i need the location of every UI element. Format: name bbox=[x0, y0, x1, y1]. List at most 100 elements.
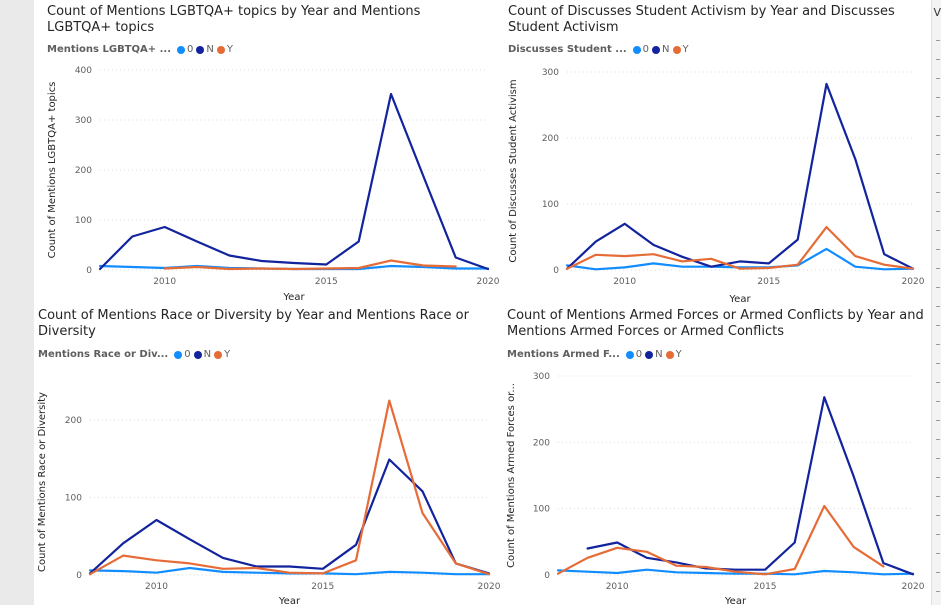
x-tick-label: 2015 bbox=[315, 277, 338, 287]
line-chart: 0 100 200 300 400 2010 2015 2020 Year Count of Me… bbox=[47, 66, 500, 303]
legend: Mentions Armed F... 0 N Y bbox=[507, 349, 685, 360]
strip-tick bbox=[936, 306, 940, 307]
legend: Mentions LGBTQA+ ... 0 N Y bbox=[47, 44, 236, 55]
series-line-Y[interactable] bbox=[565, 226, 915, 270]
report-canvas bbox=[34, 0, 931, 605]
legend-marker-0 bbox=[174, 350, 183, 359]
legend-marker-0 bbox=[632, 45, 641, 54]
legend-label-N: N bbox=[662, 44, 670, 55]
series-line-N[interactable] bbox=[88, 458, 491, 575]
y-tick-label: 100 bbox=[65, 494, 82, 504]
series-line-N[interactable] bbox=[565, 82, 915, 270]
series-line-Y[interactable] bbox=[556, 504, 885, 576]
chart-title: Count of Mentions LGBTQA+ topics by Year… bbox=[47, 4, 421, 35]
legend-marker-N bbox=[193, 350, 202, 359]
legend-item-N[interactable]: N bbox=[652, 44, 670, 55]
legend-item-Y[interactable]: Y bbox=[672, 44, 689, 55]
legend-marker-N bbox=[196, 45, 205, 54]
y-axis-title: Count of Mentions Race or Diversity bbox=[37, 392, 48, 572]
y-axis-title: Count of Mentions Armed Forces or... bbox=[506, 383, 517, 568]
series-line-Y[interactable] bbox=[88, 399, 491, 576]
strip-tick bbox=[936, 325, 940, 326]
legend-label-Y: Y bbox=[675, 349, 682, 360]
legend-title: Discusses Student ... bbox=[508, 44, 627, 55]
x-axis-title: Year bbox=[278, 596, 301, 605]
legend-label-0: 0 bbox=[635, 349, 643, 360]
legend-marker-N bbox=[645, 350, 654, 359]
legend: Discusses Student ... 0 N Y bbox=[508, 44, 692, 55]
y-tick-label: 200 bbox=[75, 166, 92, 176]
y-axis-title: Count of Mentions LGBTQA+ topics bbox=[47, 82, 58, 259]
visual-student-activism-chart[interactable]: Count of Discusses Student Activism by Y… bbox=[501, 0, 926, 305]
legend-marker-Y bbox=[216, 45, 225, 54]
legend-label-N: N bbox=[655, 349, 663, 360]
series-line-N[interactable] bbox=[98, 92, 490, 271]
strip-tick bbox=[936, 97, 940, 98]
y-tick-label: 300 bbox=[542, 68, 559, 78]
legend-item-N[interactable]: N bbox=[193, 349, 211, 360]
legend-title: Mentions Armed F... bbox=[507, 349, 620, 360]
strip-tick bbox=[936, 249, 940, 250]
strip-tick bbox=[936, 211, 940, 212]
series-line-0[interactable] bbox=[556, 568, 915, 576]
strip-tick bbox=[936, 287, 940, 288]
legend-label-N: N bbox=[206, 44, 214, 55]
legend-item-Y[interactable]: Y bbox=[214, 349, 230, 360]
legend-label-0: 0 bbox=[184, 349, 191, 360]
legend-item-0[interactable]: 0 bbox=[177, 44, 193, 55]
x-tick-label: 2010 bbox=[606, 582, 629, 592]
x-tick-label: 2015 bbox=[754, 582, 777, 592]
strip-tick bbox=[936, 401, 940, 402]
legend-item-Y[interactable]: Y bbox=[665, 349, 682, 360]
visual-armed-forces-chart[interactable]: Count of Mentions Armed Forces or Armed … bbox=[501, 305, 926, 605]
legend-title: Mentions Race or Div... bbox=[38, 349, 169, 360]
x-tick-label: 2015 bbox=[311, 582, 334, 592]
strip-tick bbox=[936, 78, 940, 79]
chart-title: Count of Mentions Armed Forces or Armed … bbox=[507, 308, 924, 339]
x-tick-label: 2010 bbox=[613, 277, 636, 287]
strip-tick bbox=[936, 553, 940, 554]
strip-tick bbox=[936, 420, 940, 421]
legend-item-N[interactable]: N bbox=[645, 349, 663, 360]
y-axis-title: Count of Discusses Student Activism bbox=[508, 79, 519, 262]
legend: Mentions Race or Div... 0 N Y bbox=[38, 349, 233, 360]
visual-lgbtqa-chart[interactable]: Count of Mentions LGBTQA+ topics by Year… bbox=[40, 0, 500, 305]
y-tick-label: 100 bbox=[75, 216, 92, 226]
legend-item-0[interactable]: 0 bbox=[174, 349, 191, 360]
legend-item-0[interactable]: 0 bbox=[632, 44, 649, 55]
y-tick-label: 300 bbox=[75, 116, 92, 126]
series-line-Y[interactable] bbox=[163, 259, 457, 271]
x-tick-label: 2020 bbox=[902, 582, 925, 592]
visual-race-diversity-chart[interactable]: Count of Mentions Race or Diversity by Y… bbox=[31, 305, 501, 605]
y-tick-label: 0 bbox=[553, 266, 559, 276]
y-tick-label: 300 bbox=[533, 372, 550, 382]
legend-item-Y[interactable]: Y bbox=[216, 44, 233, 55]
line-chart: 0 100 200 300 2010 2015 2020 Year Count of Menti… bbox=[506, 372, 925, 605]
series-line-0[interactable] bbox=[565, 247, 915, 271]
legend-item-N[interactable]: N bbox=[196, 44, 214, 55]
legend-item-0[interactable]: 0 bbox=[625, 349, 643, 360]
y-tick-label: 100 bbox=[533, 505, 550, 515]
strip-tick bbox=[936, 382, 940, 383]
y-tick-label: 0 bbox=[544, 571, 550, 581]
right-side-panel-strip[interactable]: V bbox=[931, 0, 941, 605]
legend-marker-Y bbox=[214, 350, 223, 359]
strip-tick bbox=[936, 534, 940, 535]
y-tick-label: 200 bbox=[65, 416, 82, 426]
y-tick-label: 200 bbox=[542, 134, 559, 144]
series-line-N[interactable] bbox=[586, 396, 915, 576]
strip-tick bbox=[936, 496, 940, 497]
legend-marker-N bbox=[652, 45, 661, 54]
y-tick-label: 0 bbox=[86, 266, 92, 276]
y-tick-label: 100 bbox=[542, 200, 559, 210]
legend-marker-0 bbox=[625, 350, 634, 359]
legend-label-Y: Y bbox=[682, 44, 689, 55]
strip-tick bbox=[936, 591, 940, 592]
strip-tick bbox=[936, 40, 940, 41]
legend-marker-Y bbox=[672, 45, 681, 54]
y-tick-label: 200 bbox=[533, 438, 550, 448]
chart-title: Count of Discusses Student Activism by Y… bbox=[508, 4, 895, 35]
side-panel-label: V bbox=[933, 6, 941, 19]
line-chart: 0 100 200 2010 2015 2020 Year Count of Mentions… bbox=[37, 392, 501, 605]
x-tick-label: 2020 bbox=[902, 277, 925, 287]
